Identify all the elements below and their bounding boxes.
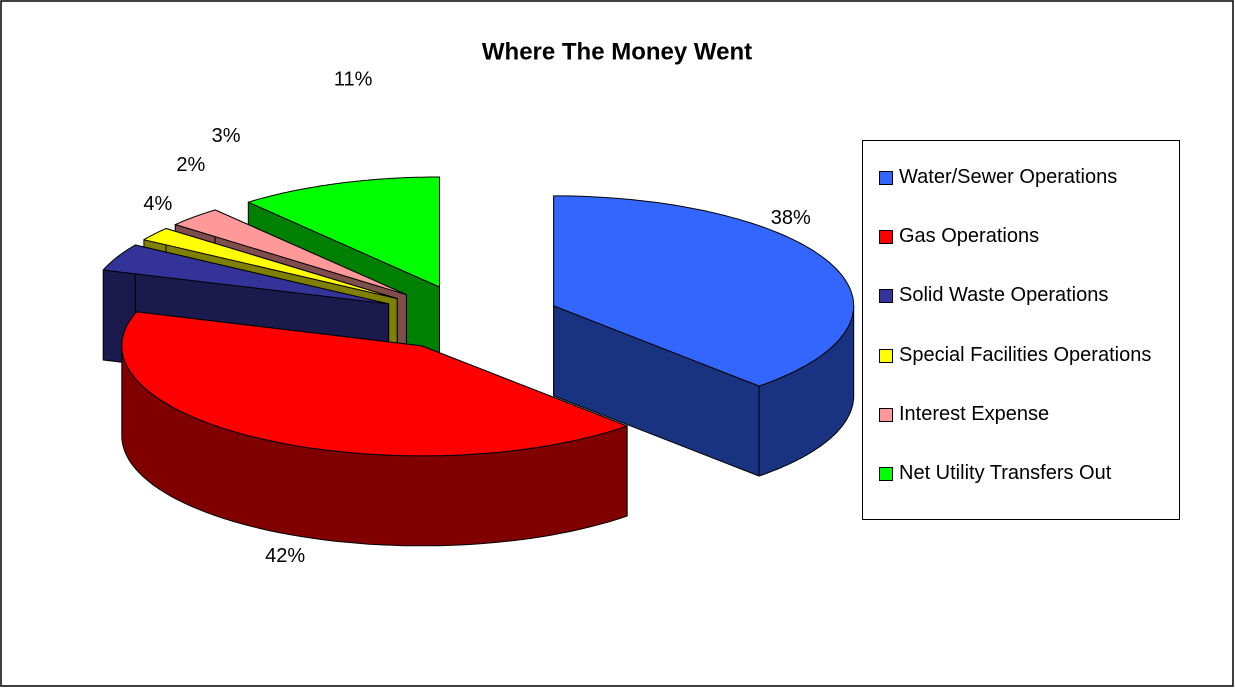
legend-item: Water/Sewer Operations <box>879 165 1173 189</box>
legend-swatch <box>879 289 893 304</box>
legend-label: Special Facilities Operations <box>899 343 1152 366</box>
slice-top <box>174 209 407 296</box>
legend-item: Gas Operations <box>879 224 1173 248</box>
data-label: 2% <box>176 154 205 176</box>
legend-swatch <box>879 229 893 244</box>
data-label: 11% <box>334 69 373 91</box>
slice-top <box>553 195 855 387</box>
legend-label: Solid Waste Operations <box>899 284 1109 307</box>
legend-label: Water/Sewer Operations <box>899 165 1118 188</box>
legend-item: Solid Waste Operations <box>879 283 1173 307</box>
legend-label: Net Utility Transfers Out <box>899 462 1112 485</box>
slice-top <box>247 176 440 288</box>
slice-top <box>121 311 628 457</box>
legend-swatch <box>879 170 893 185</box>
data-label: 38% <box>771 207 811 229</box>
data-label: 42% <box>265 545 305 567</box>
legend-swatch <box>879 407 893 422</box>
legend: Water/Sewer Operations Gas Operations Soli… <box>862 140 1180 520</box>
legend-swatch <box>879 467 893 482</box>
data-label: 4% <box>143 193 172 215</box>
legend-label: Gas Operations <box>899 224 1040 247</box>
slice-top <box>143 228 398 300</box>
chart-title: Where The Money Went <box>482 38 752 65</box>
slice-top <box>102 244 390 305</box>
legend-label: Interest Expense <box>899 402 1050 425</box>
legend-item: Interest Expense <box>879 402 1173 426</box>
legend-item: Net Utility Transfers Out <box>879 461 1173 485</box>
legend-swatch <box>879 348 893 363</box>
legend-item: Special Facilities Operations <box>879 343 1173 367</box>
data-label: 3% <box>212 125 241 147</box>
